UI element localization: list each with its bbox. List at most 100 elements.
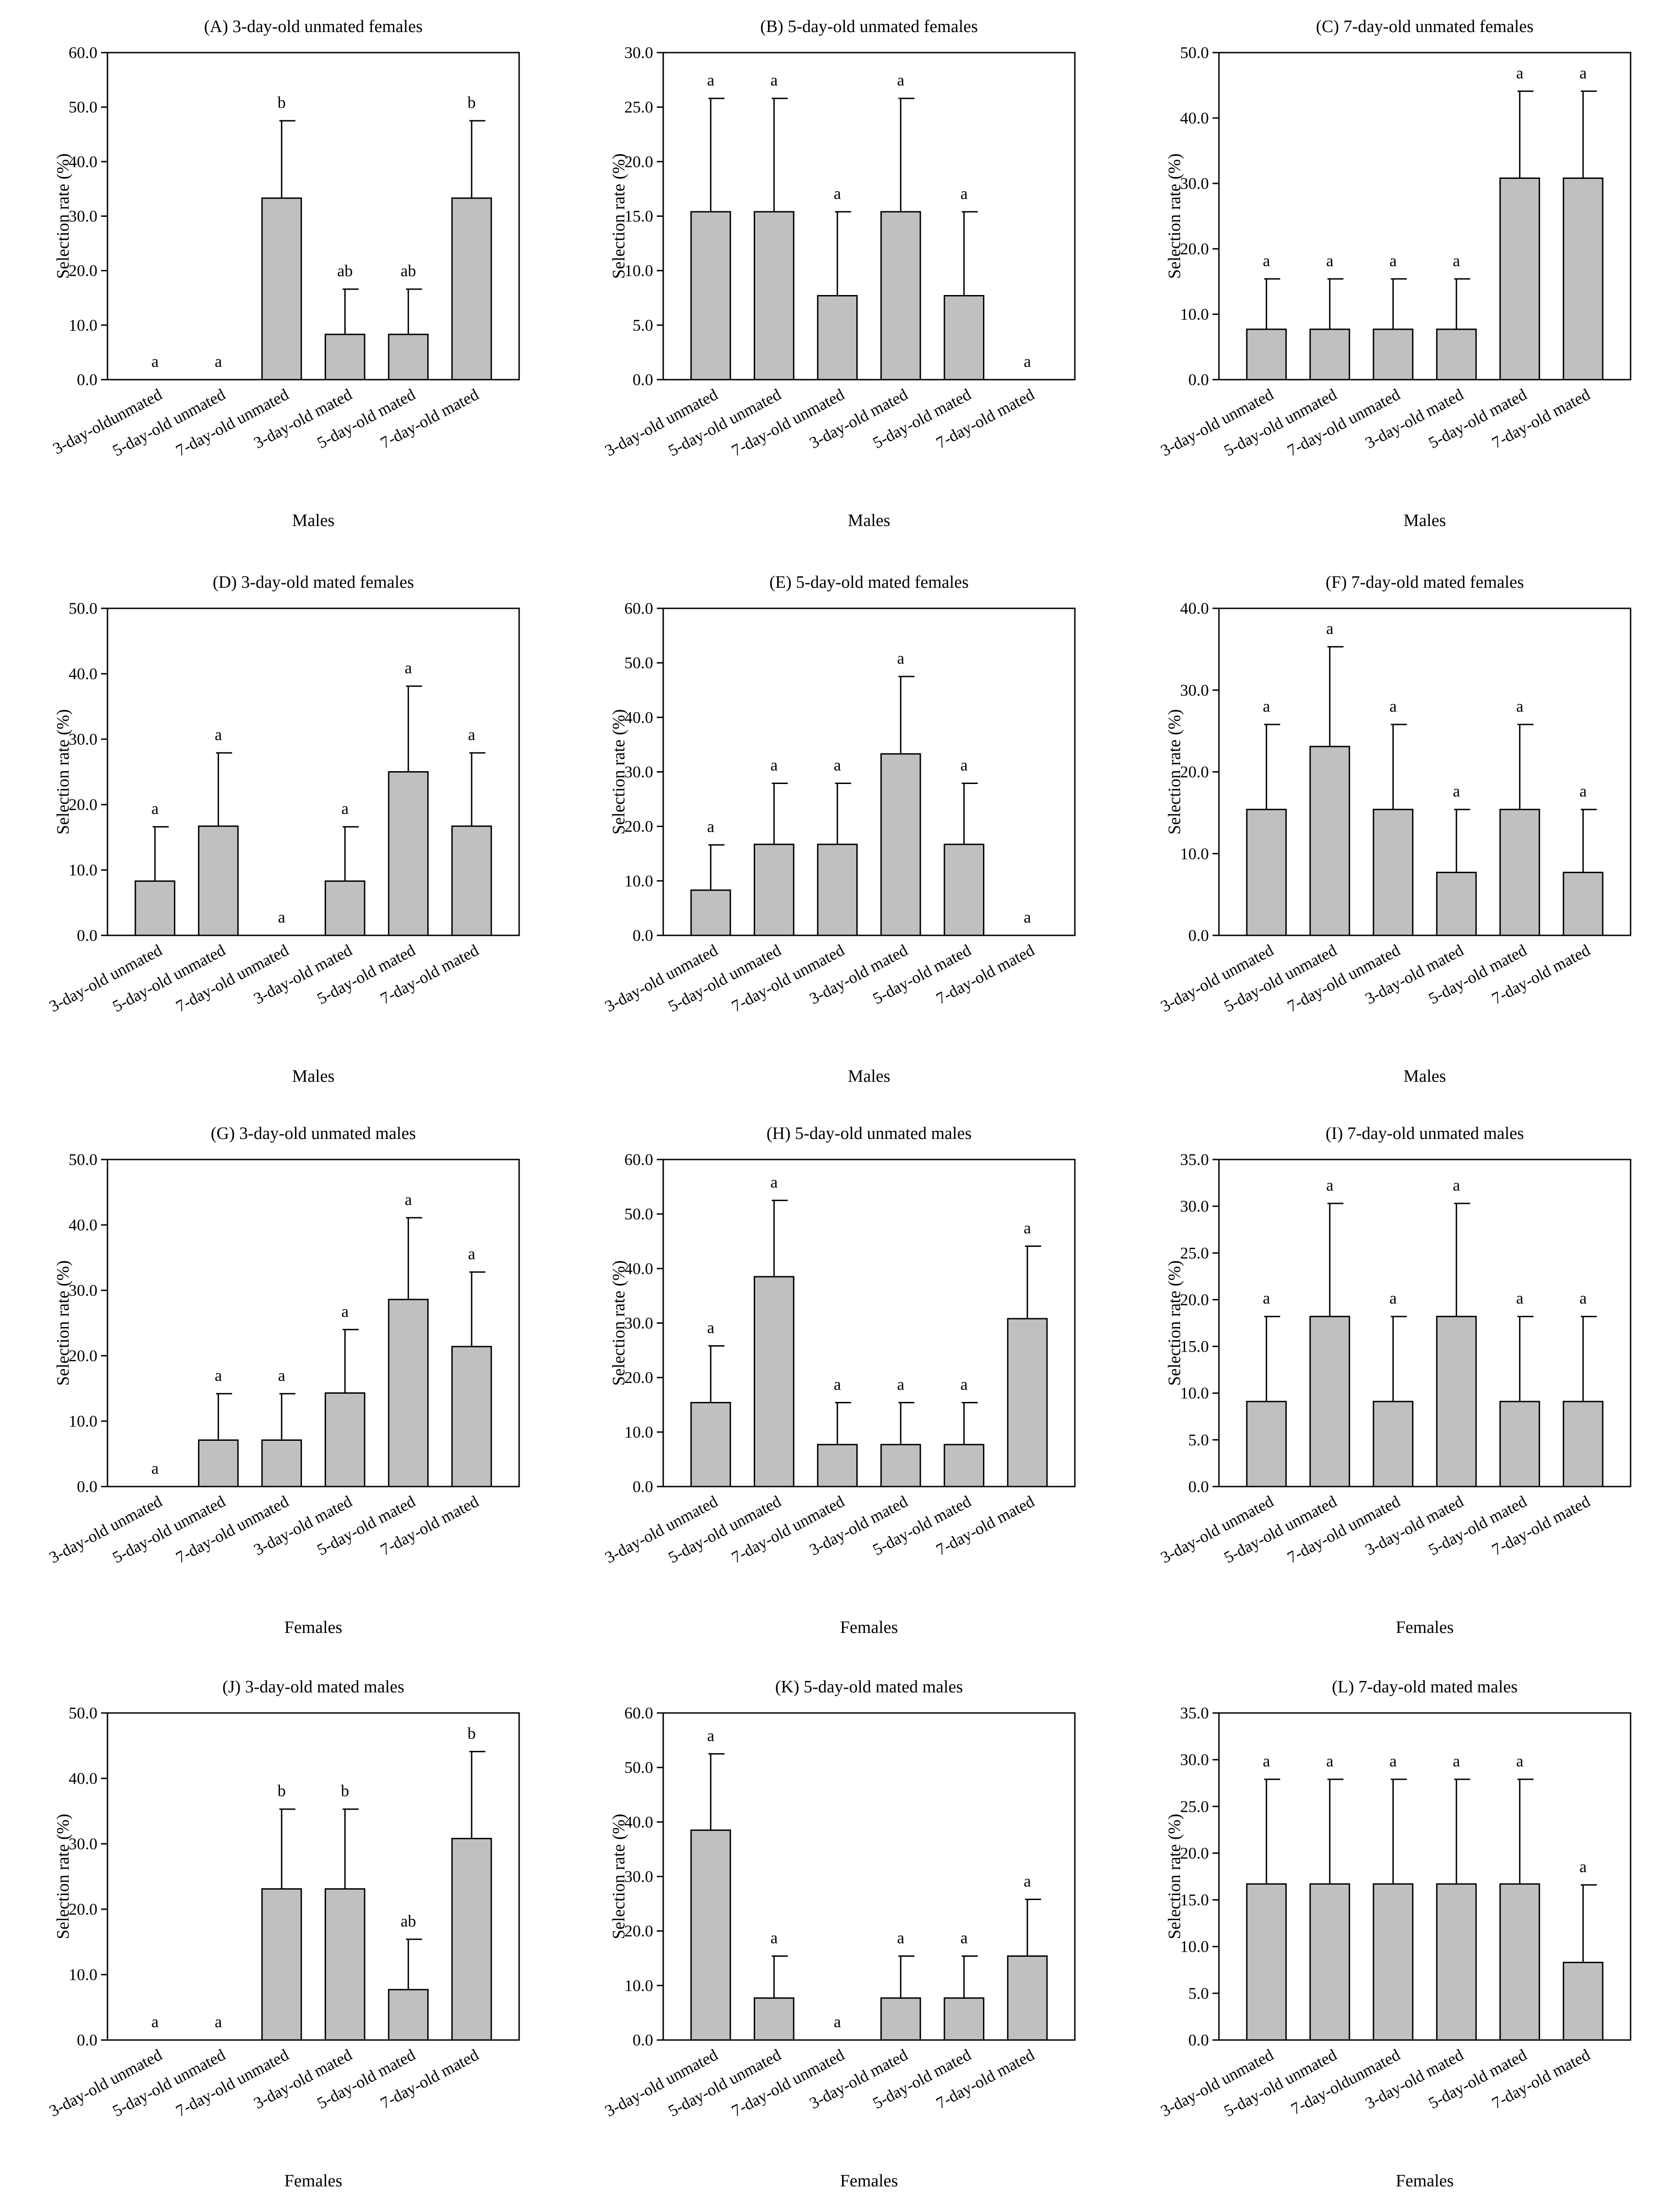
significance-letter: a <box>1453 252 1460 270</box>
y-tick-label: 60.0 <box>69 43 97 62</box>
significance-letter: a <box>1579 782 1587 800</box>
y-tick-label: 25.0 <box>1180 1797 1209 1815</box>
y-tick-label: 60.0 <box>624 1150 653 1169</box>
y-axis-label: Selection rate (%) <box>1165 709 1184 834</box>
y-tick-label: 30.0 <box>1180 174 1209 193</box>
bar <box>880 1444 921 1487</box>
bar <box>1246 809 1287 936</box>
bar <box>817 843 858 936</box>
significance-letter: a <box>707 71 714 89</box>
y-tick-label: 20.0 <box>69 1347 97 1365</box>
y-axis-label: Selection rate (%) <box>609 709 628 834</box>
bar <box>451 825 492 936</box>
x-axis-label: Females <box>284 2171 343 2191</box>
significance-letter: a <box>834 184 841 203</box>
significance-letter: a <box>151 800 159 818</box>
significance-letter: a <box>1579 64 1587 82</box>
significance-letter: a <box>1326 252 1333 270</box>
y-axis-label: Selection rate (%) <box>54 1260 73 1385</box>
plot-frame <box>107 1159 520 1487</box>
y-tick-label: 20.0 <box>1180 763 1209 781</box>
bar <box>1309 1883 1350 2041</box>
plot-frame <box>107 607 520 936</box>
significance-letter: a <box>1390 697 1397 715</box>
significance-letter: a <box>1516 697 1524 715</box>
chart-panel-C: (C) 7-day-old unmated females 0.0 10.0 20.0… <box>1158 17 1631 530</box>
significance-letter: a <box>215 2013 222 2031</box>
y-tick-label: 10.0 <box>1180 1384 1209 1402</box>
y-tick-label: 35.0 <box>1180 1150 1209 1169</box>
y-axis-label: Selection rate (%) <box>1165 153 1184 279</box>
bar <box>388 1299 429 1487</box>
y-tick-label: 30.0 <box>624 1314 653 1332</box>
y-tick-label: 35.0 <box>1180 1704 1209 1722</box>
x-category-label: 5-day-old unmated <box>665 2046 784 2120</box>
panel-title: (B) 5-day-old unmated females <box>760 17 978 36</box>
chart-panel-D: (D) 3-day-old mated females 0.0 10.0 20.0 30… <box>46 573 520 1086</box>
y-tick-label: 30.0 <box>1180 681 1209 699</box>
x-axis-label: Males <box>1404 1067 1446 1086</box>
bar <box>1562 1961 1604 2041</box>
plot-frame <box>1218 1712 1631 2041</box>
bar <box>1309 746 1350 936</box>
plot-frame <box>107 1712 520 2041</box>
x-axis-label: Females <box>840 1618 898 1637</box>
chart-panel-F: (F) 7-day-old mated females 0.0 10.0 20.0 30… <box>1158 573 1631 1086</box>
chart-panel-G: (G) 3-day-old unmated males 0.0 10.0 20.0 30… <box>46 1124 520 1637</box>
panel-title: (J) 3-day-old mated males <box>222 1677 404 1697</box>
bar <box>324 1392 365 1487</box>
y-tick-label: 30.0 <box>69 730 97 748</box>
significance-letter: ab <box>337 262 353 280</box>
x-category-label: 7-day-old unmated <box>1284 385 1403 460</box>
bar <box>1499 1401 1540 1487</box>
y-tick-label: 50.0 <box>624 654 653 672</box>
y-tick-label: 20.0 <box>1180 1844 1209 1862</box>
bar <box>1436 328 1477 381</box>
x-axis-label: Females <box>840 2171 898 2191</box>
bar <box>1562 1401 1604 1487</box>
y-axis-label: Selection rate (%) <box>54 153 73 279</box>
plot-frame <box>1218 1159 1631 1487</box>
x-category-label: 7-day-old unmated <box>173 2046 292 2120</box>
y-tick-label: 40.0 <box>69 152 97 171</box>
x-category-label: 3-day-old unmated <box>46 941 165 1015</box>
x-category-label: 7-day-old unmated <box>729 1492 848 1567</box>
y-tick-label: 40.0 <box>69 1769 97 1788</box>
x-axis-label: Females <box>1396 1618 1454 1637</box>
y-tick-label: 50.0 <box>69 98 97 116</box>
bar <box>1499 809 1540 936</box>
significance-letter: a <box>1453 782 1460 800</box>
panel-title: (D) 3-day-old mated females <box>213 573 414 592</box>
significance-letter: a <box>1024 908 1031 926</box>
y-tick-label: 30.0 <box>69 1835 97 1853</box>
x-category-label: 5-day-old unmated <box>109 941 228 1015</box>
panel-title: (K) 5-day-old mated males <box>775 1677 963 1697</box>
significance-letter: b <box>278 1782 286 1800</box>
panel-title: (H) 5-day-old unmated males <box>767 1124 971 1143</box>
y-axis-label: Selection rate (%) <box>609 153 628 279</box>
y-tick-label: 40.0 <box>1180 109 1209 127</box>
plot-frame <box>107 52 520 381</box>
y-tick-label: 20.0 <box>624 1369 653 1387</box>
x-category-label: 3-day-old unmated <box>602 2046 721 2120</box>
plot-frame <box>662 1712 1076 2041</box>
x-category-label: 5-day-old unmated <box>109 385 228 460</box>
y-tick-label: 20.0 <box>624 817 653 836</box>
bar <box>690 1829 731 2041</box>
y-tick-label: 0.0 <box>77 926 97 945</box>
bar <box>817 1444 858 1487</box>
panel-title: (I) 7-day-old unmated males <box>1326 1124 1524 1143</box>
y-tick-label: 10.0 <box>69 1412 97 1430</box>
significance-letter: a <box>1326 619 1333 638</box>
y-tick-label: 30.0 <box>69 207 97 225</box>
y-tick-label: 0.0 <box>1188 1477 1209 1496</box>
bar <box>134 880 176 936</box>
y-axis-label: Selection rate (%) <box>609 1260 628 1385</box>
significance-letter: a <box>215 725 222 744</box>
y-tick-label: 40.0 <box>624 1259 653 1278</box>
y-tick-label: 0.0 <box>1188 926 1209 945</box>
bar <box>1373 809 1414 936</box>
y-tick-label: 5.0 <box>1188 1431 1209 1449</box>
y-tick-label: 20.0 <box>69 1900 97 1918</box>
y-tick-label: 20.0 <box>1180 1290 1209 1309</box>
